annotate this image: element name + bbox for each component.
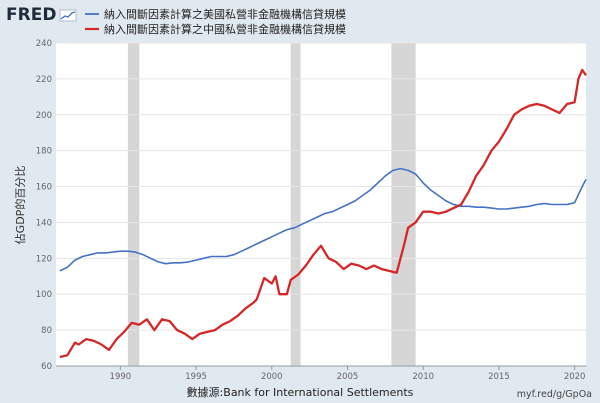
recession-band <box>127 43 140 366</box>
y-tick-label: 160 <box>36 183 52 193</box>
y-tick-label: 200 <box>36 111 52 121</box>
gridlines <box>56 42 586 367</box>
y-tick-label: 240 <box>36 39 52 49</box>
series-line-us <box>59 167 587 272</box>
x-tick-label: 2005 <box>337 372 359 382</box>
share-url[interactable]: myf.red/g/GpOa <box>517 389 592 400</box>
x-tick-label: 2000 <box>261 372 283 382</box>
y-tick-label: 220 <box>36 75 52 85</box>
x-tick-label: 1990 <box>110 372 132 382</box>
y-axis-title: 佔GDP的百分比 <box>13 166 27 245</box>
recession-band <box>391 43 416 366</box>
legend-item-us[interactable]: 納入間斷因素計算之美國私營非金融機構信貸規模 <box>85 7 346 21</box>
legend-label-china: 納入間斷因素計算之中國私營非金融機構信貸規模 <box>104 22 346 36</box>
recession-band <box>290 43 301 366</box>
y-tick-label: 140 <box>36 218 52 228</box>
legend: 納入間斷因素計算之美國私營非金融機構信貸規模 納入間斷因素計算之中國私營非金融機… <box>85 7 346 36</box>
fred-chart-icon <box>59 9 77 22</box>
plot-area <box>56 43 586 366</box>
x-tick-label: 2015 <box>488 372 510 382</box>
y-axis-ticks: 60 80 100 120 140 160 180 200 220 240 <box>36 39 52 372</box>
y-tick-label: 120 <box>36 254 52 264</box>
recession-shading <box>127 43 416 366</box>
legend-item-china[interactable]: 納入間斷因素計算之中國私營非金融機構信貸規模 <box>85 22 346 36</box>
x-tick-label: 2020 <box>564 372 586 382</box>
y-tick-label: 180 <box>36 147 52 157</box>
x-axis-ticks: 1990 1995 2000 2005 2010 2015 2020 <box>56 365 586 382</box>
y-tick-label: 80 <box>41 326 52 336</box>
fred-logo-text: FRED <box>6 5 56 25</box>
fred-logo[interactable]: FRED <box>6 5 77 25</box>
y-tick-label: 100 <box>36 290 52 300</box>
source-text: 數據源:Bank for International Settlements <box>187 385 414 399</box>
series-line-china <box>59 68 587 359</box>
legend-label-us: 納入間斷因素計算之美國私營非金融機構信貸規模 <box>104 7 346 21</box>
y-tick-label: 60 <box>41 362 52 372</box>
x-tick-label: 1995 <box>185 372 207 382</box>
x-tick-label: 2010 <box>412 372 434 382</box>
series-lines <box>59 68 587 359</box>
